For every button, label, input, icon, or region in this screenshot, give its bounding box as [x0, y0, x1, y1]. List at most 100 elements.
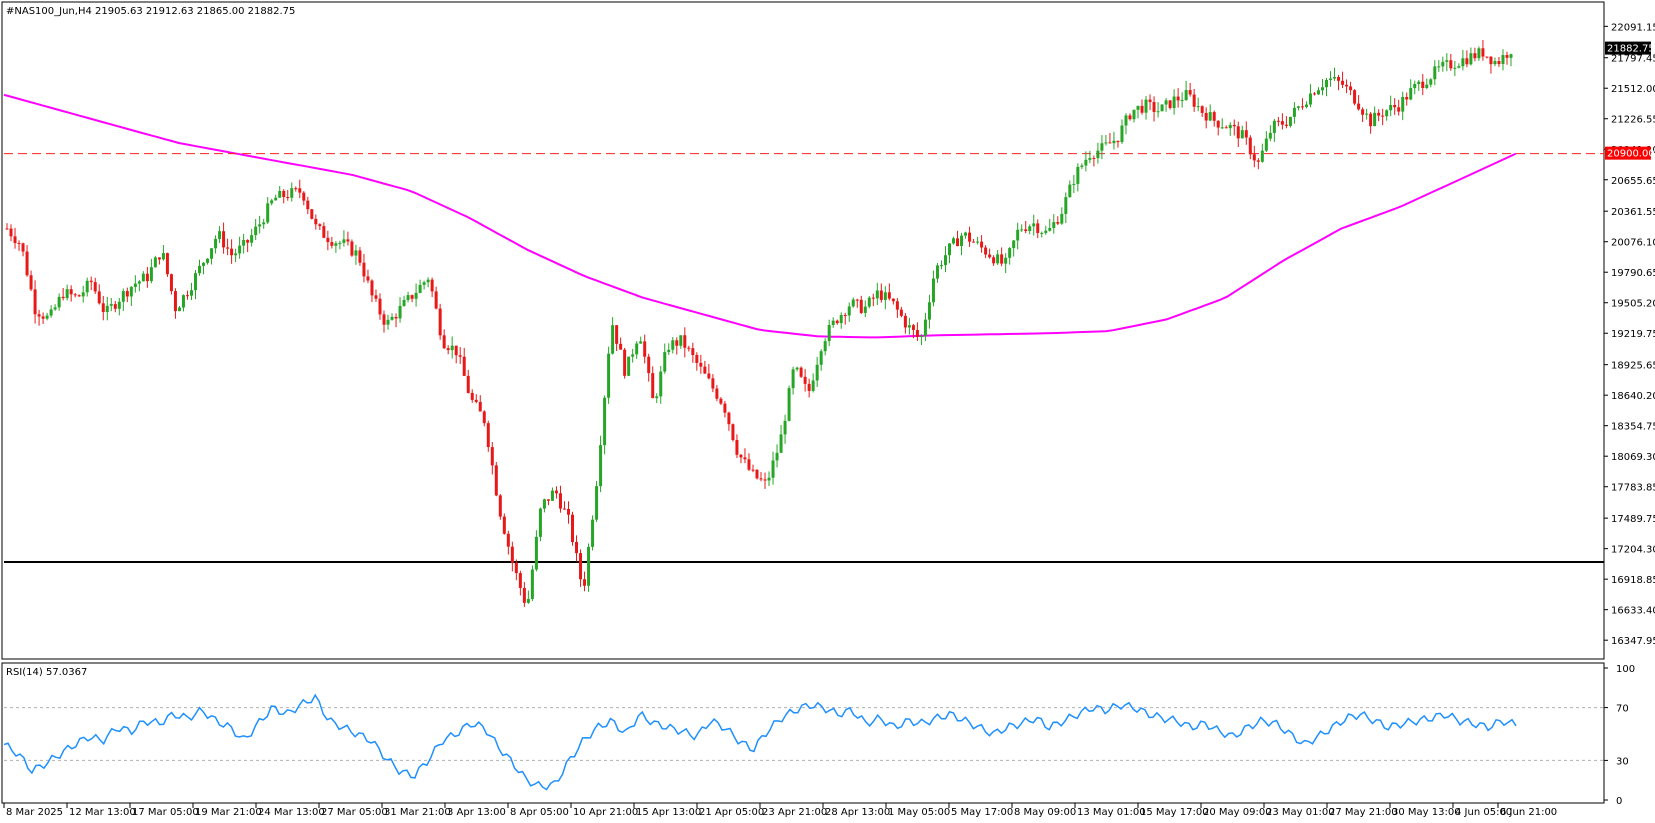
bear-candle — [1505, 55, 1509, 58]
bear-candle — [546, 499, 550, 501]
time-tick-label: 28 Apr 13:00 — [825, 807, 890, 818]
bear-candle — [145, 273, 149, 282]
bull-candle — [635, 343, 639, 355]
bear-candle — [169, 274, 173, 292]
bull-candle — [775, 452, 779, 461]
time-tick-label: 8 Mar 2025 — [6, 807, 63, 818]
bear-candle — [675, 340, 679, 346]
bull-candle — [198, 265, 202, 274]
time-tick-label: 15 May 17:00 — [1140, 807, 1209, 818]
bull-candle — [964, 232, 968, 236]
bear-candle — [956, 238, 960, 247]
bull-candle — [153, 257, 157, 268]
bear-candle — [394, 316, 398, 319]
bear-candle — [1192, 94, 1196, 107]
bear-candle — [502, 516, 506, 534]
bear-candle — [647, 356, 651, 374]
bear-candle — [1200, 106, 1204, 113]
bear-candle — [478, 401, 482, 412]
bear-candle — [474, 399, 478, 402]
bull-candle — [823, 341, 827, 352]
bull-candle — [550, 490, 554, 501]
bull-candle — [1052, 222, 1056, 228]
price-tick-label: 19219.75 — [1611, 329, 1655, 340]
bull-candle — [771, 460, 775, 478]
bear-candle — [895, 301, 899, 310]
time-tick-label: 30 May 13:00 — [1392, 807, 1461, 818]
bull-candle — [919, 335, 923, 337]
bear-candle — [871, 297, 875, 299]
bear-candle — [113, 304, 117, 309]
bull-candle — [679, 335, 683, 346]
bear-candle — [370, 280, 374, 296]
bull-candle — [1389, 105, 1393, 111]
rsi-tick-label: 30 — [1616, 756, 1629, 767]
bull-candle — [1292, 107, 1296, 117]
bull-candle — [1068, 184, 1072, 198]
bull-candle — [935, 265, 939, 279]
bear-candle — [173, 291, 177, 312]
bear-candle — [619, 343, 623, 350]
level-price-tag — [1605, 146, 1651, 160]
bear-candle — [446, 348, 450, 351]
bull-candle — [338, 242, 342, 244]
bear-candle — [1357, 103, 1361, 110]
price-tick-label: 18354.75 — [1611, 422, 1655, 433]
bear-candle — [454, 345, 458, 356]
bull-candle — [1132, 109, 1136, 120]
bull-candle — [1196, 106, 1200, 108]
bear-candle — [1248, 137, 1252, 155]
bear-candle — [915, 329, 919, 337]
bull-candle — [1240, 130, 1244, 139]
bear-candle — [490, 447, 494, 466]
bull-candle — [827, 324, 831, 342]
bull-candle — [1096, 150, 1100, 159]
bear-candle — [362, 262, 366, 277]
bear-candle — [859, 299, 863, 313]
bull-candle — [137, 281, 141, 284]
bear-candle — [350, 241, 354, 256]
bear-candle — [763, 479, 767, 481]
bull-candle — [1112, 140, 1116, 144]
bull-candle — [1008, 248, 1012, 258]
bull-candle — [948, 243, 952, 256]
bull-candle — [1425, 84, 1429, 88]
bear-candle — [506, 533, 510, 547]
bear-candle — [1092, 158, 1096, 160]
bull-candle — [831, 320, 835, 325]
bear-candle — [903, 315, 907, 328]
bear-candle — [799, 367, 803, 377]
bear-candle — [727, 412, 731, 425]
bear-candle — [835, 320, 839, 324]
bear-candle — [294, 188, 298, 190]
bull-candle — [1228, 124, 1232, 129]
bear-candle — [743, 457, 747, 460]
bear-candle — [651, 373, 655, 399]
bull-candle — [627, 356, 631, 376]
bear-candle — [494, 465, 498, 496]
bull-candle — [791, 369, 795, 389]
time-tick-label: 12 Mar 13:00 — [69, 807, 136, 818]
bull-candle — [1028, 226, 1032, 232]
bull-candle — [206, 258, 210, 263]
bear-candle — [1397, 107, 1401, 112]
bear-candle — [715, 388, 719, 399]
bear-candle — [1280, 121, 1284, 125]
bull-candle — [1044, 230, 1048, 233]
bull-candle — [1320, 87, 1324, 91]
bull-candle — [234, 253, 238, 256]
bull-candle — [254, 226, 258, 236]
bear-candle — [1405, 96, 1409, 100]
bear-candle — [1300, 106, 1304, 108]
time-tick-label: 23 May 01:00 — [1266, 807, 1335, 818]
bull-candle — [607, 353, 611, 398]
bull-candle — [1409, 88, 1413, 100]
bear-candle — [980, 241, 984, 248]
bear-candle — [687, 347, 691, 349]
symbol-header: #NAS100_Jun,H4 21905.63 21912.63 21865.0… — [6, 6, 295, 17]
bear-candle — [1312, 93, 1316, 95]
bear-candle — [358, 250, 362, 263]
bear-candle — [972, 241, 976, 243]
